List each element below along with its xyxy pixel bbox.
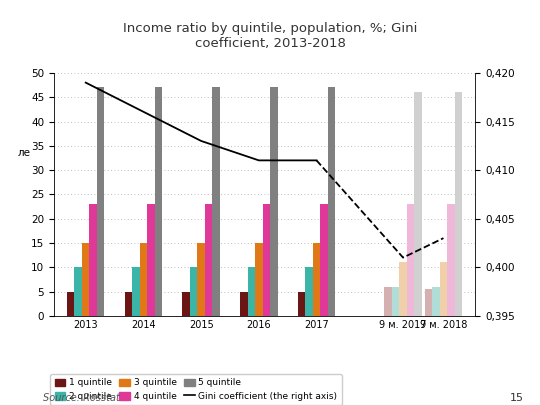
Bar [132,267,140,316]
Bar [82,243,90,316]
Legend: 1 quintile, 2 quintile, 3 quintile, 4 quintile, 5 quintile, Gini coefficient (th: 1 quintile, 2 quintile, 3 quintile, 4 qu… [50,374,342,405]
Text: 15: 15 [510,393,524,403]
Bar [407,204,414,316]
Bar [75,267,82,316]
Bar [154,87,162,316]
Bar [198,243,205,316]
Bar [328,87,335,316]
Bar [432,287,440,316]
Text: Income ratio by quintile, population, %; Gini
coefficient, 2013-2018: Income ratio by quintile, population, %;… [123,22,417,50]
Bar [255,243,262,316]
Bar [305,267,313,316]
Bar [247,267,255,316]
Bar [240,292,247,316]
Bar [440,262,447,316]
Bar [447,204,455,316]
Bar [90,204,97,316]
Bar [392,287,399,316]
Bar [147,204,154,316]
Bar [298,292,305,316]
Bar [270,87,278,316]
Text: Source: Rosstat: Source: Rosstat [43,393,120,403]
Bar [67,292,75,316]
Bar [313,243,320,316]
Bar [190,267,198,316]
Bar [140,243,147,316]
Bar [205,204,212,316]
Bar [212,87,220,316]
Bar [399,262,407,316]
Bar [425,289,432,316]
Bar [262,204,270,316]
Bar [97,87,104,316]
Y-axis label: ле: ле [18,148,31,158]
Bar [455,92,462,316]
Bar [384,287,392,316]
Bar [320,204,328,316]
Bar [183,292,190,316]
Bar [125,292,132,316]
Bar [414,92,422,316]
